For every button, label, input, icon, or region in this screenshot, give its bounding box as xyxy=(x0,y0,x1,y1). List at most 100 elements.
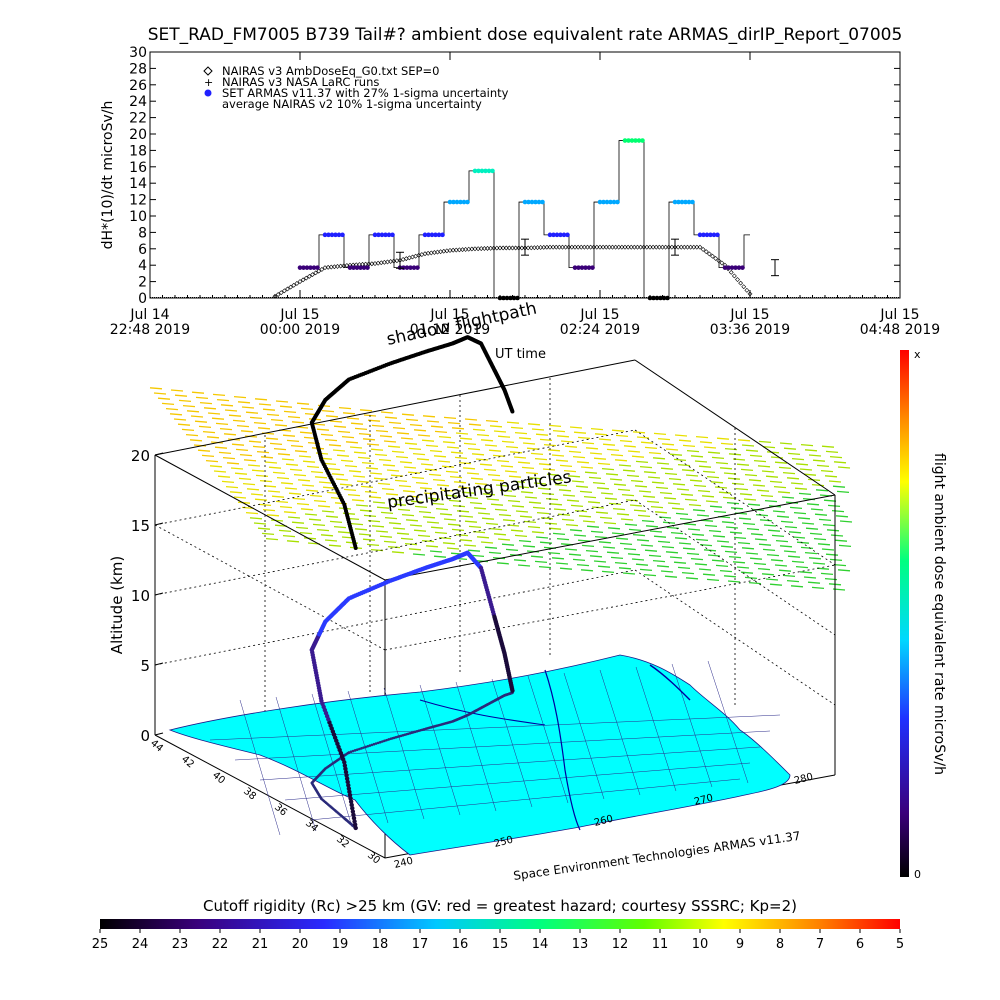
particle-dash xyxy=(636,539,650,542)
armas-point xyxy=(622,138,628,143)
particle-dash xyxy=(615,537,629,540)
particle-dash xyxy=(679,517,693,521)
ts-x-tick-label-top: Jul 15 xyxy=(279,307,319,323)
armas-step-line xyxy=(450,170,475,203)
particle-dash xyxy=(373,477,387,480)
particle-dash xyxy=(711,456,725,460)
particle-dash xyxy=(376,506,390,509)
particle-dash xyxy=(485,419,499,423)
particle-dash xyxy=(838,544,852,548)
armas-point xyxy=(361,265,367,270)
particle-dash xyxy=(350,422,364,425)
particle-dash xyxy=(263,485,277,488)
particle-dash xyxy=(425,444,439,448)
particle-dash xyxy=(287,516,301,519)
particle-dash xyxy=(620,518,634,521)
particle-dash xyxy=(185,433,199,437)
particle-dash xyxy=(577,539,591,542)
particle-dash xyxy=(513,559,527,562)
cutoff-tick-label: 13 xyxy=(572,937,589,952)
particle-dash xyxy=(657,437,671,441)
particle-dash xyxy=(814,513,828,516)
armas-point xyxy=(711,232,717,238)
ground-track-point xyxy=(376,741,380,745)
particle-dash xyxy=(729,531,743,534)
particle-dash xyxy=(427,497,441,500)
particle-dash xyxy=(350,522,364,526)
particle-dash xyxy=(250,493,264,496)
particle-dash xyxy=(505,548,519,552)
particle-dash xyxy=(300,407,314,411)
particle-dash xyxy=(430,526,444,529)
armas-point xyxy=(601,199,606,205)
armas-step-line xyxy=(475,170,500,299)
armas-step-line xyxy=(675,201,700,236)
particle-dash xyxy=(545,497,559,501)
particle-dash xyxy=(634,485,648,488)
cutoff-tick-label: 15 xyxy=(492,937,509,952)
particle-dash xyxy=(253,522,267,525)
particle-dash xyxy=(757,567,771,571)
particle-dash xyxy=(659,491,673,495)
particle-dash xyxy=(818,518,832,522)
particle-dash xyxy=(803,473,817,476)
nairas-point xyxy=(706,251,712,257)
particle-dash xyxy=(766,451,780,454)
armas-point xyxy=(458,199,463,205)
particle-dash xyxy=(617,488,631,492)
particle-dash xyxy=(378,458,392,462)
particle-dash xyxy=(823,499,837,502)
particle-dash xyxy=(306,465,320,469)
particle-dash xyxy=(745,449,759,452)
particle-dash xyxy=(699,441,713,444)
particle-dash xyxy=(549,503,563,506)
nairas-point xyxy=(713,256,719,261)
particle-dash xyxy=(347,493,361,497)
nairas-point xyxy=(313,270,319,276)
particle-dash xyxy=(332,449,346,452)
particle-dash xyxy=(672,483,686,486)
particle-dash xyxy=(647,476,661,479)
particle-dash xyxy=(576,461,590,464)
particle-dash xyxy=(611,429,625,432)
particle-dash xyxy=(804,449,818,452)
armas-point xyxy=(401,265,406,270)
particle-dash xyxy=(600,492,614,495)
particle-dash xyxy=(316,428,330,431)
particle-dash xyxy=(614,561,628,565)
particle-dash xyxy=(294,450,308,453)
lon-tick-label: 250 xyxy=(493,835,514,850)
particle-dash xyxy=(762,445,776,449)
nairas-point xyxy=(606,244,612,250)
particle-dash xyxy=(287,415,301,419)
particle-dash xyxy=(339,483,353,486)
particle-dash xyxy=(747,503,761,506)
particle-dash xyxy=(265,537,279,541)
particle-dash xyxy=(598,541,612,544)
particle-dash xyxy=(440,489,454,492)
particle-dash xyxy=(245,411,259,414)
particle-dash xyxy=(177,423,191,426)
nairas-point xyxy=(300,277,306,283)
particle-dash xyxy=(720,442,734,446)
nairas-point xyxy=(310,272,315,278)
particle-dash xyxy=(507,499,521,503)
particle-dash xyxy=(753,562,767,566)
armas-point xyxy=(433,232,438,238)
nairas-point xyxy=(741,284,747,290)
dose-colorbar-bottom-label: 0 xyxy=(914,868,921,881)
z-tick xyxy=(154,592,164,596)
particle-dash xyxy=(280,482,294,485)
armas-point xyxy=(586,265,592,270)
particle-dash xyxy=(245,511,259,515)
particle-dash xyxy=(324,539,338,542)
particle-dash xyxy=(360,485,374,489)
particle-dash xyxy=(800,546,814,550)
nairas-point xyxy=(663,244,669,250)
flight-track-point xyxy=(347,789,352,795)
armas-point xyxy=(726,265,731,270)
particle-dash xyxy=(337,531,351,534)
particle-dash xyxy=(635,460,649,464)
particle-dash xyxy=(831,509,845,513)
